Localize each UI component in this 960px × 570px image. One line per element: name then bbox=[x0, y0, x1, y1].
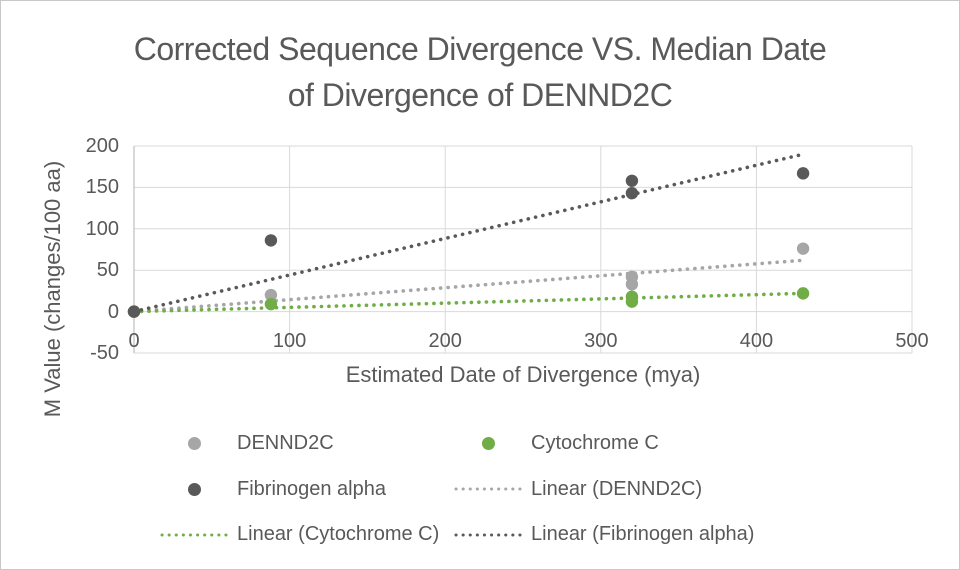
chart-title: Corrected Sequence Divergence VS. Median… bbox=[1, 26, 959, 118]
x-tick-label: 200 bbox=[428, 330, 462, 352]
data-point bbox=[796, 287, 810, 300]
legend-label: Cytochrome C bbox=[531, 432, 659, 455]
y-tick-label: 150 bbox=[85, 176, 119, 199]
x-tick-label: 500 bbox=[895, 330, 929, 352]
y-tick-label: 0 bbox=[107, 300, 119, 323]
legend-dot-marker bbox=[453, 436, 523, 452]
legend-item: Linear (Fibrinogen alpha) bbox=[453, 512, 754, 558]
legend-item: Linear (DENND2C) bbox=[453, 467, 754, 513]
data-point bbox=[625, 295, 639, 308]
legend-dot-marker bbox=[159, 436, 229, 452]
x-tick-label: 300 bbox=[584, 330, 618, 352]
data-point bbox=[625, 278, 639, 291]
trendline bbox=[132, 152, 805, 314]
x-tick-label: 100 bbox=[272, 330, 307, 352]
y-tick-label: -50 bbox=[90, 342, 119, 364]
legend-dot-marker bbox=[159, 481, 229, 497]
y-tick-label: 100 bbox=[85, 217, 119, 240]
legend-dotted-line-marker bbox=[453, 481, 523, 497]
data-point bbox=[796, 167, 810, 180]
chart-legend: DENND2C Cytochrome C Fibrinogen alpha Linea… bbox=[159, 421, 754, 558]
y-tick-label: 200 bbox=[85, 135, 119, 157]
legend-dotted-line-marker bbox=[453, 527, 523, 543]
dotted-line-icon bbox=[160, 533, 228, 537]
chart-title-line2: of Divergence of DENND2C bbox=[287, 77, 673, 113]
legend-item: Fibrinogen alpha bbox=[159, 467, 453, 513]
legend-label: DENND2C bbox=[237, 432, 334, 455]
legend-item: Linear (Cytochrome C) bbox=[159, 512, 453, 558]
legend-item: DENND2C bbox=[159, 421, 453, 467]
chart-title-line1: Corrected Sequence Divergence VS. Median… bbox=[133, 31, 827, 67]
dotted-line-icon bbox=[454, 533, 522, 537]
dot-marker-icon bbox=[187, 437, 201, 451]
data-point bbox=[127, 305, 141, 318]
legend-label: Linear (Cytochrome C) bbox=[237, 523, 440, 546]
legend-item: Cytochrome C bbox=[453, 421, 754, 467]
trendline bbox=[132, 291, 805, 314]
dotted-line-icon bbox=[454, 487, 522, 491]
x-tick-label: 0 bbox=[128, 330, 140, 352]
data-point bbox=[625, 174, 639, 187]
legend-label: Linear (DENND2C) bbox=[531, 477, 703, 500]
data-point bbox=[625, 186, 639, 200]
dot-marker-icon bbox=[187, 482, 201, 496]
legend-dotted-line-marker bbox=[159, 527, 229, 543]
trendline bbox=[132, 258, 805, 314]
x-tick-label: 400 bbox=[739, 330, 774, 352]
data-point bbox=[264, 288, 278, 302]
legend-label: Fibrinogen alpha bbox=[237, 477, 386, 500]
y-tick-label: 50 bbox=[96, 259, 119, 282]
dot-marker-icon bbox=[481, 437, 495, 451]
data-point bbox=[264, 234, 278, 247]
legend-label: Linear (Fibrinogen alpha) bbox=[531, 523, 755, 546]
data-point bbox=[796, 242, 810, 255]
x-axis-title: Estimated Date of Divergence (mya) bbox=[345, 362, 701, 387]
data-point bbox=[264, 297, 278, 311]
